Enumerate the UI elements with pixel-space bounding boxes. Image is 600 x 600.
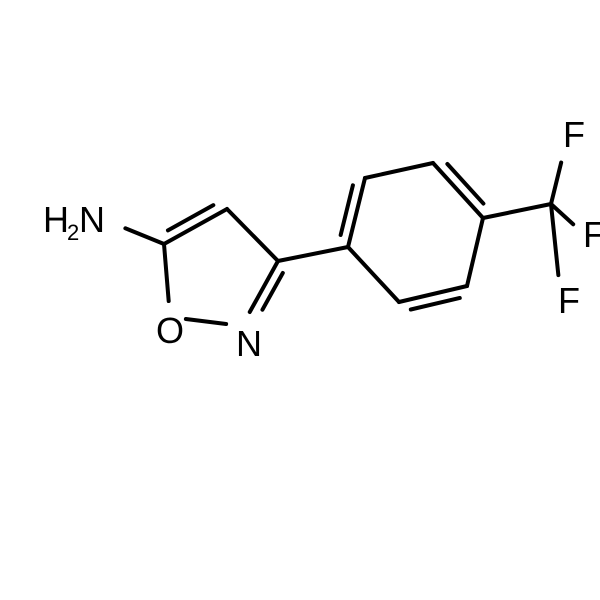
bond — [348, 247, 399, 302]
bond — [467, 218, 483, 286]
molecule-diagram: H2NONFFF — [0, 0, 600, 600]
bond — [411, 298, 460, 310]
bonds-layer — [125, 163, 573, 324]
atom-label: O — [156, 310, 184, 351]
bond — [125, 228, 164, 244]
bond — [186, 319, 226, 324]
bond — [433, 163, 483, 218]
atom-label: F — [583, 214, 600, 255]
bond — [168, 205, 213, 230]
bond — [551, 163, 561, 204]
bond — [278, 247, 348, 261]
bond — [483, 204, 551, 218]
atom-label: 2 — [67, 220, 79, 245]
bond — [227, 209, 278, 261]
bond — [365, 163, 433, 178]
bond — [164, 244, 169, 301]
bond — [551, 204, 558, 275]
bond — [262, 273, 282, 310]
atom-label: H — [43, 199, 69, 240]
atom-label: F — [563, 114, 585, 155]
labels-layer: H2NONFFF — [43, 114, 600, 364]
atom-label: N — [236, 323, 262, 364]
atom-label: N — [79, 199, 105, 240]
atom-label: F — [558, 280, 580, 321]
